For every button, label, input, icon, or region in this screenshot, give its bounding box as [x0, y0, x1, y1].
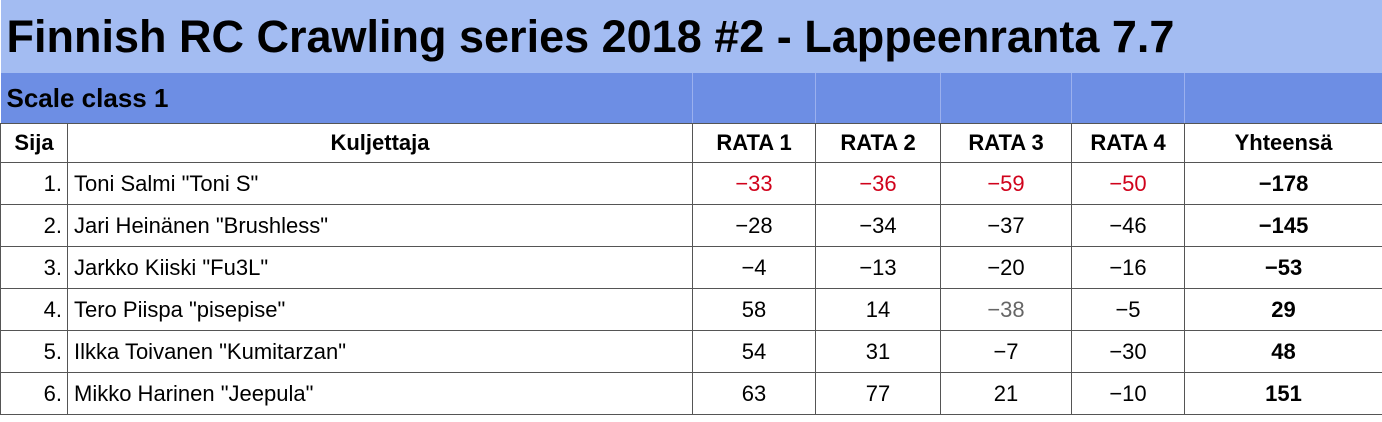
table-row: 3. Jarkko Kiiski "Fu3L" −4 −13 −20 −16 −… — [0, 246, 1382, 289]
total-cell: −145 — [1183, 204, 1382, 247]
rata1-cell: −28 — [692, 204, 816, 247]
driver-cell: Toni Salmi "Toni S" — [67, 162, 693, 205]
rata1-cell: 58 — [692, 288, 816, 331]
class-row-cell — [815, 73, 941, 124]
class-row-cell — [692, 73, 816, 124]
rata2-cell: −13 — [815, 246, 941, 289]
rata3-cell: −7 — [940, 330, 1072, 373]
driver-cell: Tero Piispa "pisepise" — [67, 288, 693, 331]
position-cell: 3. — [0, 246, 68, 289]
rata4-cell: −30 — [1071, 330, 1185, 373]
total-cell: −53 — [1183, 246, 1382, 289]
rata3-cell: −59 — [940, 162, 1072, 205]
driver-cell: Mikko Harinen "Jeepula" — [67, 372, 693, 415]
rata3-cell: 21 — [940, 372, 1072, 415]
class-row-cell — [1071, 73, 1185, 124]
driver-cell: Jari Heinänen "Brushless" — [67, 204, 693, 247]
rata2-cell: −34 — [815, 204, 941, 247]
table-row: 5. Ilkka Toivanen "Kumitarzan" 54 31 −7 … — [0, 330, 1382, 373]
total-cell: −178 — [1183, 162, 1382, 205]
rata4-cell: −50 — [1071, 162, 1185, 205]
rata2-cell: 77 — [815, 372, 941, 415]
header-position: Sija — [0, 123, 68, 163]
header-driver: Kuljettaja — [67, 123, 693, 163]
header-row: Sija Kuljettaja RATA 1 RATA 2 RATA 3 RAT… — [0, 123, 1382, 163]
table-row: 6. Mikko Harinen "Jeepula" 63 77 21 −10 … — [0, 372, 1382, 415]
header-rata4: RATA 4 — [1071, 123, 1185, 163]
position-cell: 2. — [0, 204, 68, 247]
header-rata2: RATA 2 — [815, 123, 941, 163]
header-total: Yhteensä — [1183, 123, 1382, 163]
rata1-cell: 54 — [692, 330, 816, 373]
rata2-cell: 31 — [815, 330, 941, 373]
class-label: Scale class 1 — [0, 73, 693, 124]
rata1-cell: 63 — [692, 372, 816, 415]
position-cell: 4. — [0, 288, 68, 331]
rata4-cell: −5 — [1071, 288, 1185, 331]
rata2-cell: −36 — [815, 162, 941, 205]
rata4-cell: −10 — [1071, 372, 1185, 415]
total-cell: 151 — [1183, 372, 1382, 415]
position-cell: 1. — [0, 162, 68, 205]
table-row: 2. Jari Heinänen "Brushless" −28 −34 −37… — [0, 204, 1382, 247]
table-row: 4. Tero Piispa "pisepise" 58 14 −38 −5 2… — [0, 288, 1382, 331]
rata3-cell: −20 — [940, 246, 1072, 289]
total-cell: 48 — [1183, 330, 1382, 373]
rata4-cell: −16 — [1071, 246, 1185, 289]
header-rata1: RATA 1 — [692, 123, 816, 163]
class-row-cell — [1184, 73, 1382, 124]
table-row: 1. Toni Salmi "Toni S" −33 −36 −59 −50 −… — [0, 162, 1382, 205]
position-cell: 6. — [0, 372, 68, 415]
rata3-cell: −38 — [940, 288, 1072, 331]
class-row-cell — [940, 73, 1072, 124]
total-cell: 29 — [1183, 288, 1382, 331]
rata1-cell: −33 — [692, 162, 816, 205]
position-cell: 5. — [0, 330, 68, 373]
rata1-cell: −4 — [692, 246, 816, 289]
driver-cell: Jarkko Kiiski "Fu3L" — [67, 246, 693, 289]
title-row: Finnish RC Crawling series 2018 #2 - Lap… — [0, 0, 1382, 73]
rata2-cell: 14 — [815, 288, 941, 331]
driver-cell: Ilkka Toivanen "Kumitarzan" — [67, 330, 693, 373]
sheet-title: Finnish RC Crawling series 2018 #2 - Lap… — [0, 0, 1382, 73]
rata3-cell: −37 — [940, 204, 1072, 247]
header-rata3: RATA 3 — [940, 123, 1072, 163]
class-row: Scale class 1 — [0, 73, 1382, 124]
rata4-cell: −46 — [1071, 204, 1185, 247]
